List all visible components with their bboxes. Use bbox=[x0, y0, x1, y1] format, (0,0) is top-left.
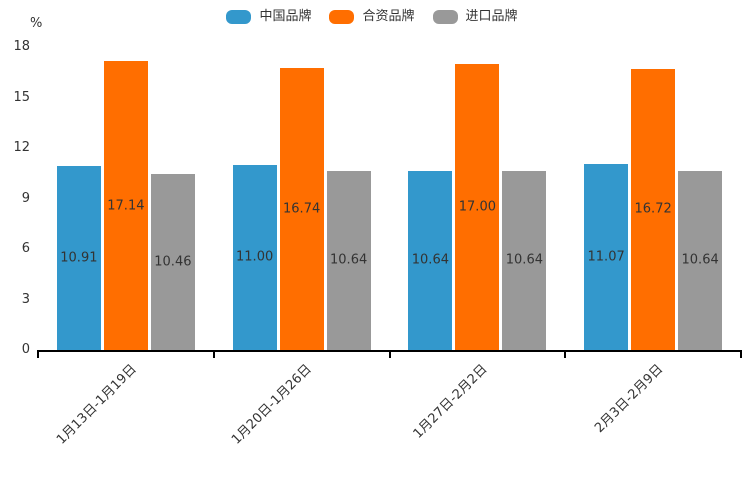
x-axis-tick bbox=[388, 350, 391, 358]
bar[interactable]: 16.72 bbox=[631, 68, 676, 350]
y-tick-label: 18 bbox=[13, 39, 30, 54]
x-category-label: 2月3日-2月9日 bbox=[592, 361, 667, 436]
bar-value-label: 10.64 bbox=[505, 252, 543, 268]
x-axis-tick bbox=[564, 350, 567, 358]
bar-value-label: 10.64 bbox=[411, 252, 449, 268]
bar-value-label: 11.07 bbox=[587, 249, 625, 265]
x-category-label: 1月27日-2月2日 bbox=[410, 361, 491, 442]
legend-label: 中国品牌 bbox=[259, 9, 312, 24]
bar[interactable]: 11.07 bbox=[584, 163, 629, 350]
bar-value-label: 10.91 bbox=[60, 250, 98, 266]
bar-value-label: 10.64 bbox=[681, 252, 719, 268]
bar-value-label: 11.00 bbox=[236, 249, 274, 265]
x-axis-tick bbox=[37, 350, 39, 358]
bar-value-label: 17.14 bbox=[107, 198, 145, 214]
legend-marker bbox=[226, 10, 252, 24]
legend-item-0[interactable]: 中国品牌 bbox=[226, 9, 311, 25]
bar-value-label: 17.00 bbox=[458, 199, 496, 215]
legend-item-2[interactable]: 进口品牌 bbox=[432, 9, 518, 25]
bar-value-label: 16.72 bbox=[634, 201, 672, 217]
bar-value-label: 10.46 bbox=[154, 254, 192, 270]
x-axis-tick bbox=[740, 350, 742, 358]
bar-value-label: 10.64 bbox=[330, 252, 368, 268]
y-tick-label: 0 bbox=[21, 342, 30, 357]
bar[interactable]: 16.74 bbox=[279, 68, 324, 350]
legend-label: 进口品牌 bbox=[465, 9, 518, 24]
bar[interactable]: 11.00 bbox=[232, 164, 277, 350]
legend-label: 合资品牌 bbox=[362, 9, 415, 24]
bar[interactable]: 10.64 bbox=[408, 170, 453, 350]
legend-marker bbox=[329, 10, 355, 24]
x-category-label: 1月20日-1月26日 bbox=[229, 361, 316, 448]
y-axis-unit-label: % bbox=[30, 16, 43, 31]
y-tick-label: 9 bbox=[21, 190, 30, 206]
legend: 中国品牌 合资品牌 进口品牌 bbox=[0, 9, 744, 25]
bar[interactable]: 17.00 bbox=[455, 63, 500, 350]
y-tick-label: 12 bbox=[13, 140, 30, 155]
bar[interactable]: 10.64 bbox=[678, 170, 723, 350]
bar[interactable]: 10.64 bbox=[326, 170, 371, 350]
bar-value-label: 16.74 bbox=[283, 201, 321, 217]
bar[interactable]: 10.46 bbox=[150, 173, 195, 350]
y-tick-label: 15 bbox=[13, 89, 30, 105]
y-tick-label: 3 bbox=[21, 291, 30, 307]
bar[interactable]: 17.14 bbox=[103, 61, 148, 350]
bar[interactable]: 10.91 bbox=[56, 166, 101, 350]
x-axis-tick bbox=[212, 350, 215, 358]
legend-marker bbox=[432, 10, 458, 24]
bar[interactable]: 10.64 bbox=[502, 170, 547, 350]
x-category-label: 1月13日-1月19日 bbox=[53, 361, 140, 448]
legend-item-1[interactable]: 合资品牌 bbox=[329, 9, 415, 25]
y-tick-label: 6 bbox=[21, 241, 30, 256]
